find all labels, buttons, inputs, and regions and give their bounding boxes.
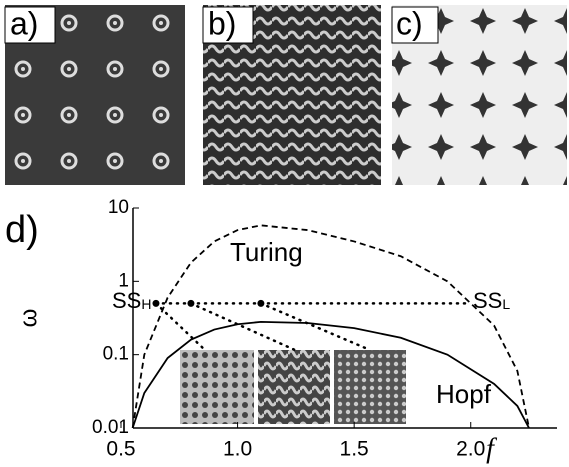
y-axis-label: ω xyxy=(15,309,42,328)
annotation-main: SS xyxy=(473,288,502,313)
annotation-main: SS xyxy=(112,288,141,313)
annotation: SSH xyxy=(112,288,151,313)
annotation-sub: L xyxy=(502,296,510,312)
label-box xyxy=(391,6,439,44)
label-box xyxy=(4,6,56,44)
x-tick-label: 2.0 xyxy=(456,438,485,461)
curve xyxy=(131,224,530,429)
panel-label: d) xyxy=(5,209,39,251)
inset-image xyxy=(258,350,330,424)
inset-image xyxy=(180,350,254,424)
y-tick-label: 0.1 xyxy=(103,344,129,365)
x-tick-label: 1.5 xyxy=(340,438,369,461)
label-box xyxy=(202,6,254,44)
point xyxy=(187,299,195,307)
y-tick-label: 0.01 xyxy=(92,417,129,438)
annotation: SSL xyxy=(473,288,510,313)
y-tick-label: 10 xyxy=(108,197,129,218)
point xyxy=(152,299,160,307)
curve xyxy=(131,320,530,429)
annotation-sub: H xyxy=(141,296,151,312)
inset-image xyxy=(334,350,406,424)
series-label: Turing xyxy=(230,237,303,267)
series-label: Hopf xyxy=(436,379,492,409)
connector xyxy=(189,302,297,352)
panel-label: b) xyxy=(208,5,236,41)
x-axis-label: f xyxy=(486,433,497,464)
connector xyxy=(259,302,372,352)
y-tick-label: 1 xyxy=(118,270,129,291)
x-tick-label: 0.5 xyxy=(106,438,135,461)
point xyxy=(257,299,265,307)
panel-label: a) xyxy=(10,5,38,41)
connector xyxy=(154,302,207,352)
panel-label: c) xyxy=(396,5,423,41)
x-tick-label: 1.0 xyxy=(223,438,252,461)
